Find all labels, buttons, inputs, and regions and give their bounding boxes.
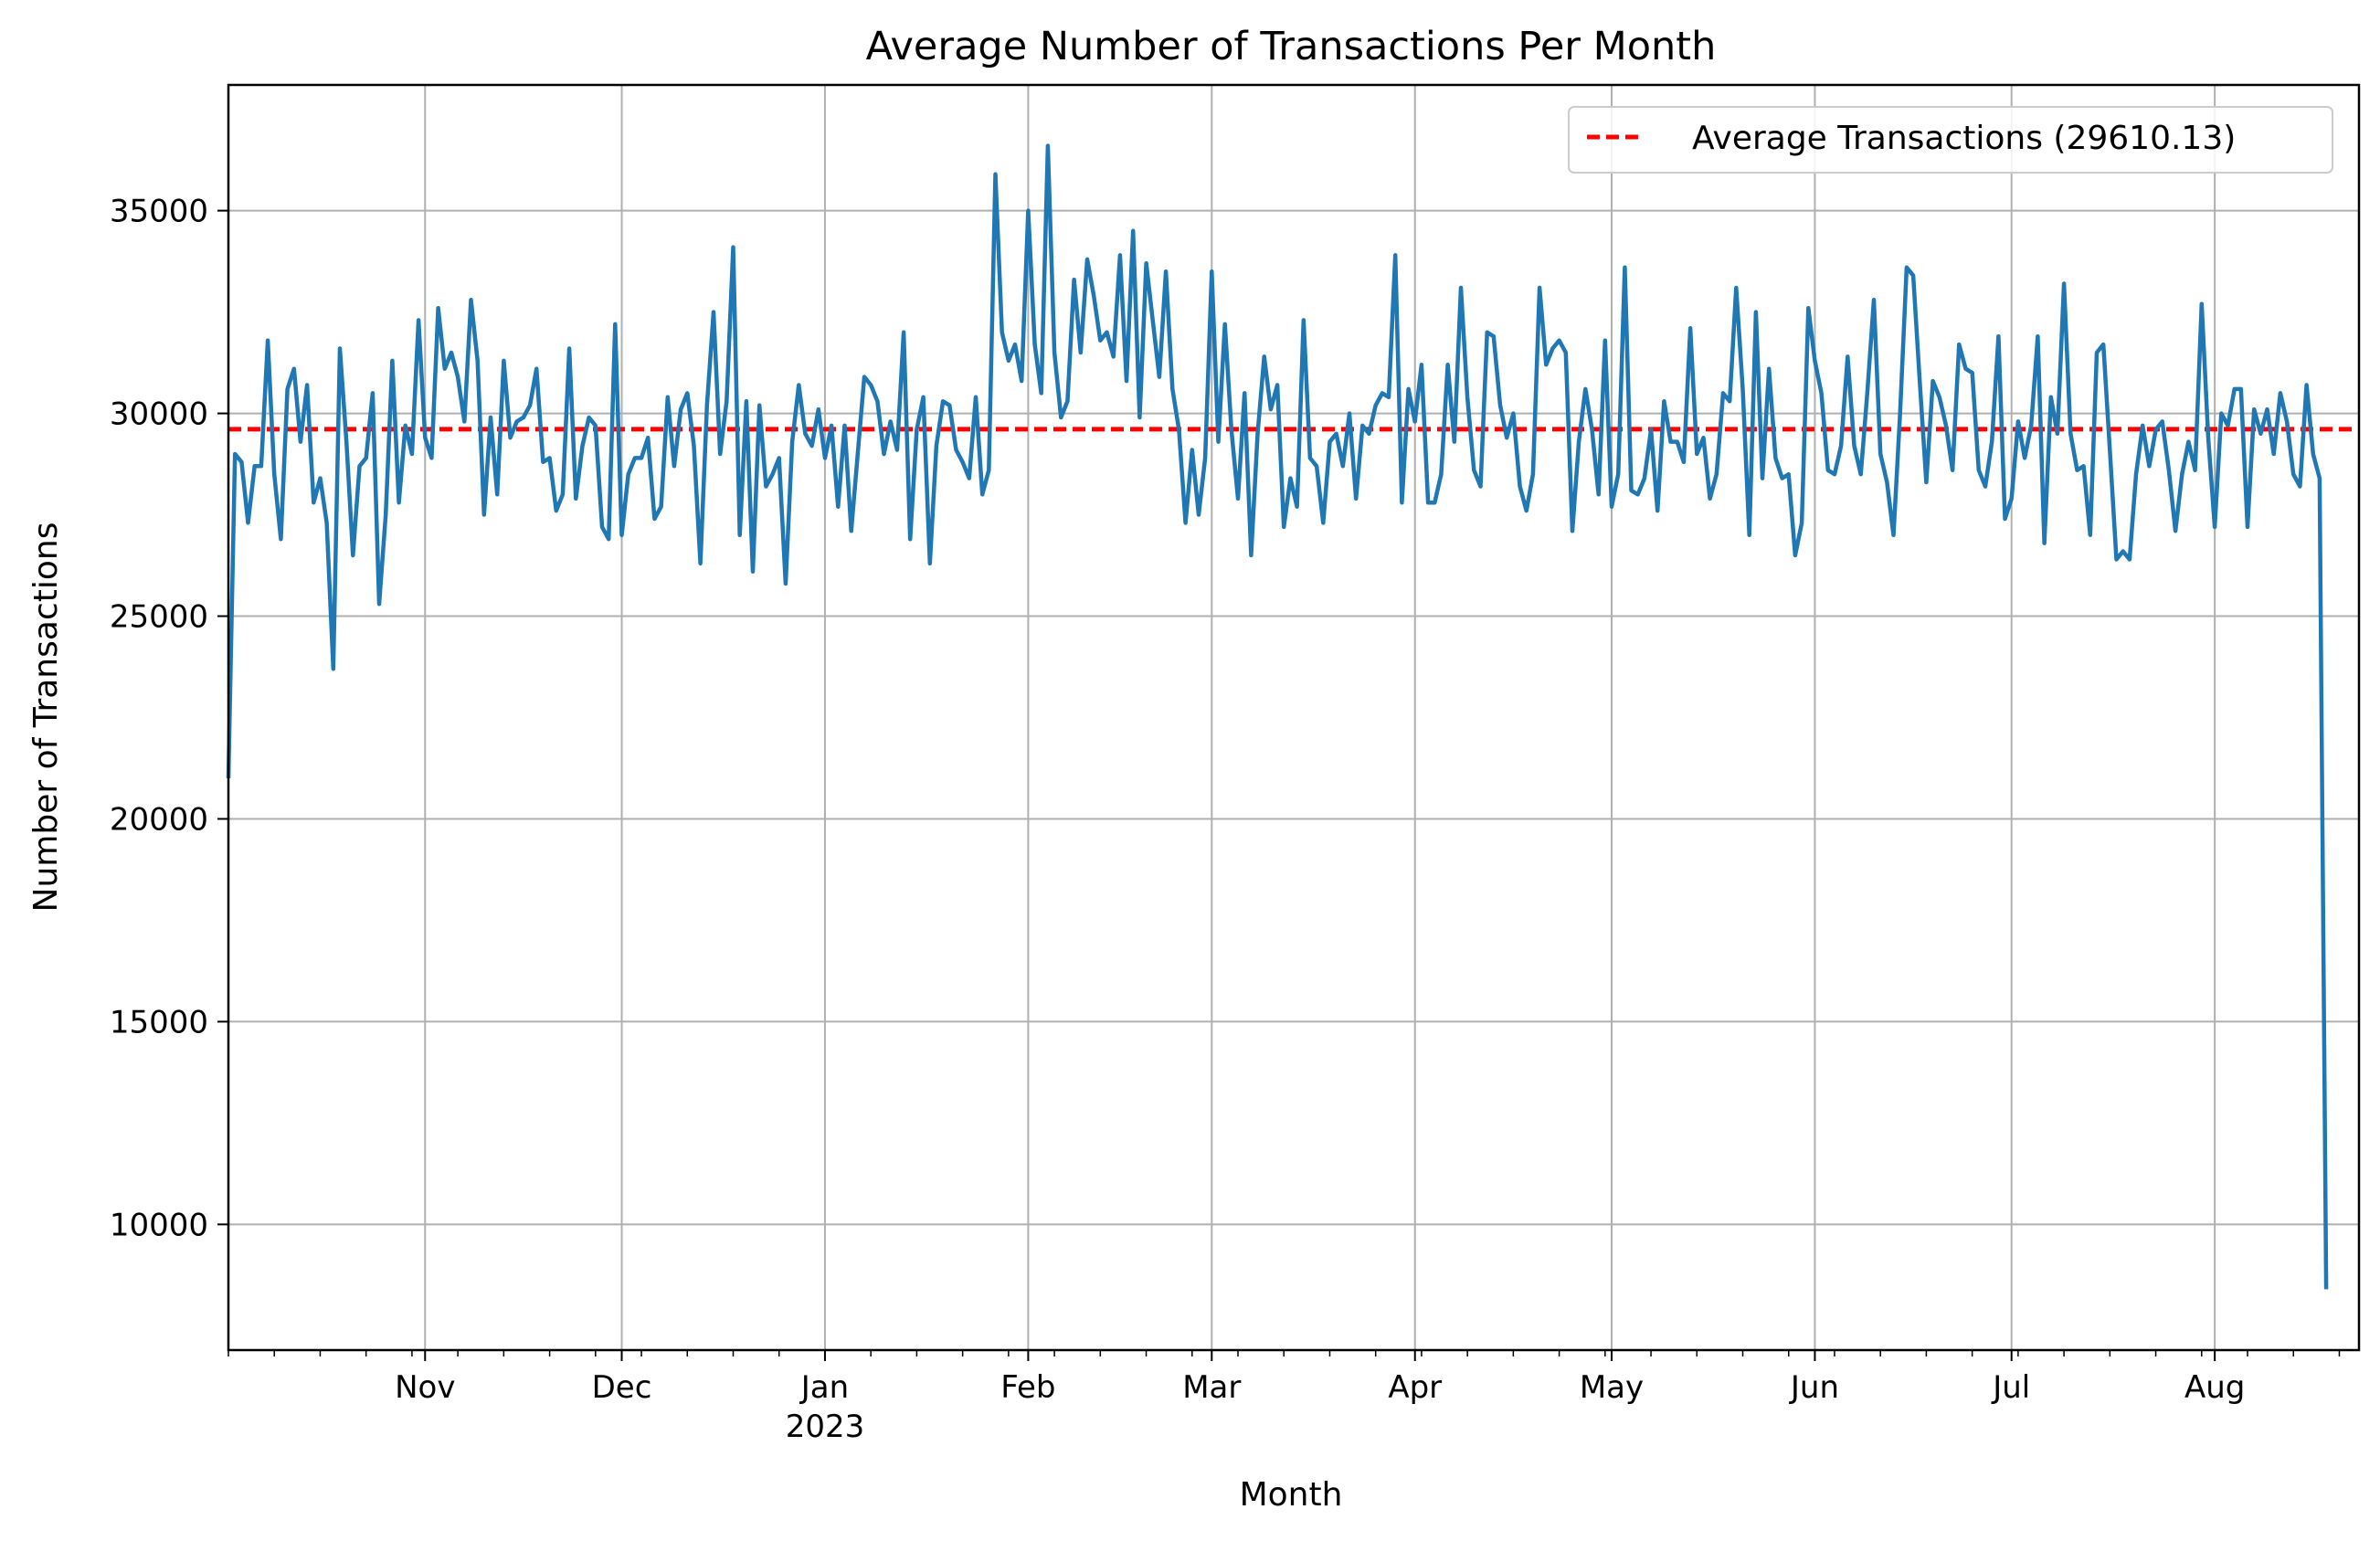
x-tick-label: Feb	[1000, 1369, 1055, 1406]
plot-frame	[227, 83, 2361, 1352]
x-tick-label: Jun	[1789, 1369, 1839, 1406]
x-tick-label: Aug	[2184, 1369, 2245, 1406]
legend-label: Average Transactions (29610.13)	[1692, 120, 2236, 157]
legend-box	[1568, 106, 2333, 174]
y-tick-label: 15000	[110, 1004, 208, 1040]
axis-ticks: 10000 15000 20000 25000 30000 35000 Nov Dec Jan2…	[110, 194, 2341, 1445]
y-tick-label: 20000	[110, 801, 208, 838]
x-tick-label: May	[1580, 1369, 1644, 1406]
x-axis-label: Month	[1240, 1476, 1343, 1514]
x-tick-label: Dec	[592, 1369, 652, 1406]
series-group	[226, 143, 2329, 1290]
y-axis-label: Number of Transactions	[27, 522, 65, 913]
x-tick-sublabel: 2023	[786, 1409, 865, 1445]
x-tick-label: Nov	[395, 1369, 455, 1406]
legend: Average Transactions (29610.13)	[1568, 106, 2333, 174]
y-tick-label: 10000	[110, 1207, 208, 1243]
series-line	[226, 143, 2329, 1290]
y-tick-label: 25000	[110, 599, 208, 636]
y-tick-label: 35000	[110, 194, 208, 230]
x-tick-label: Jul	[1991, 1369, 2030, 1406]
chart-title: Average Number of Transactions Per Month	[866, 24, 1717, 69]
y-tick-label: 30000	[110, 396, 208, 433]
x-tick-label: Mar	[1182, 1369, 1241, 1406]
x-tick-label: Jan	[799, 1369, 849, 1406]
x-tick-label: Apr	[1388, 1369, 1442, 1406]
